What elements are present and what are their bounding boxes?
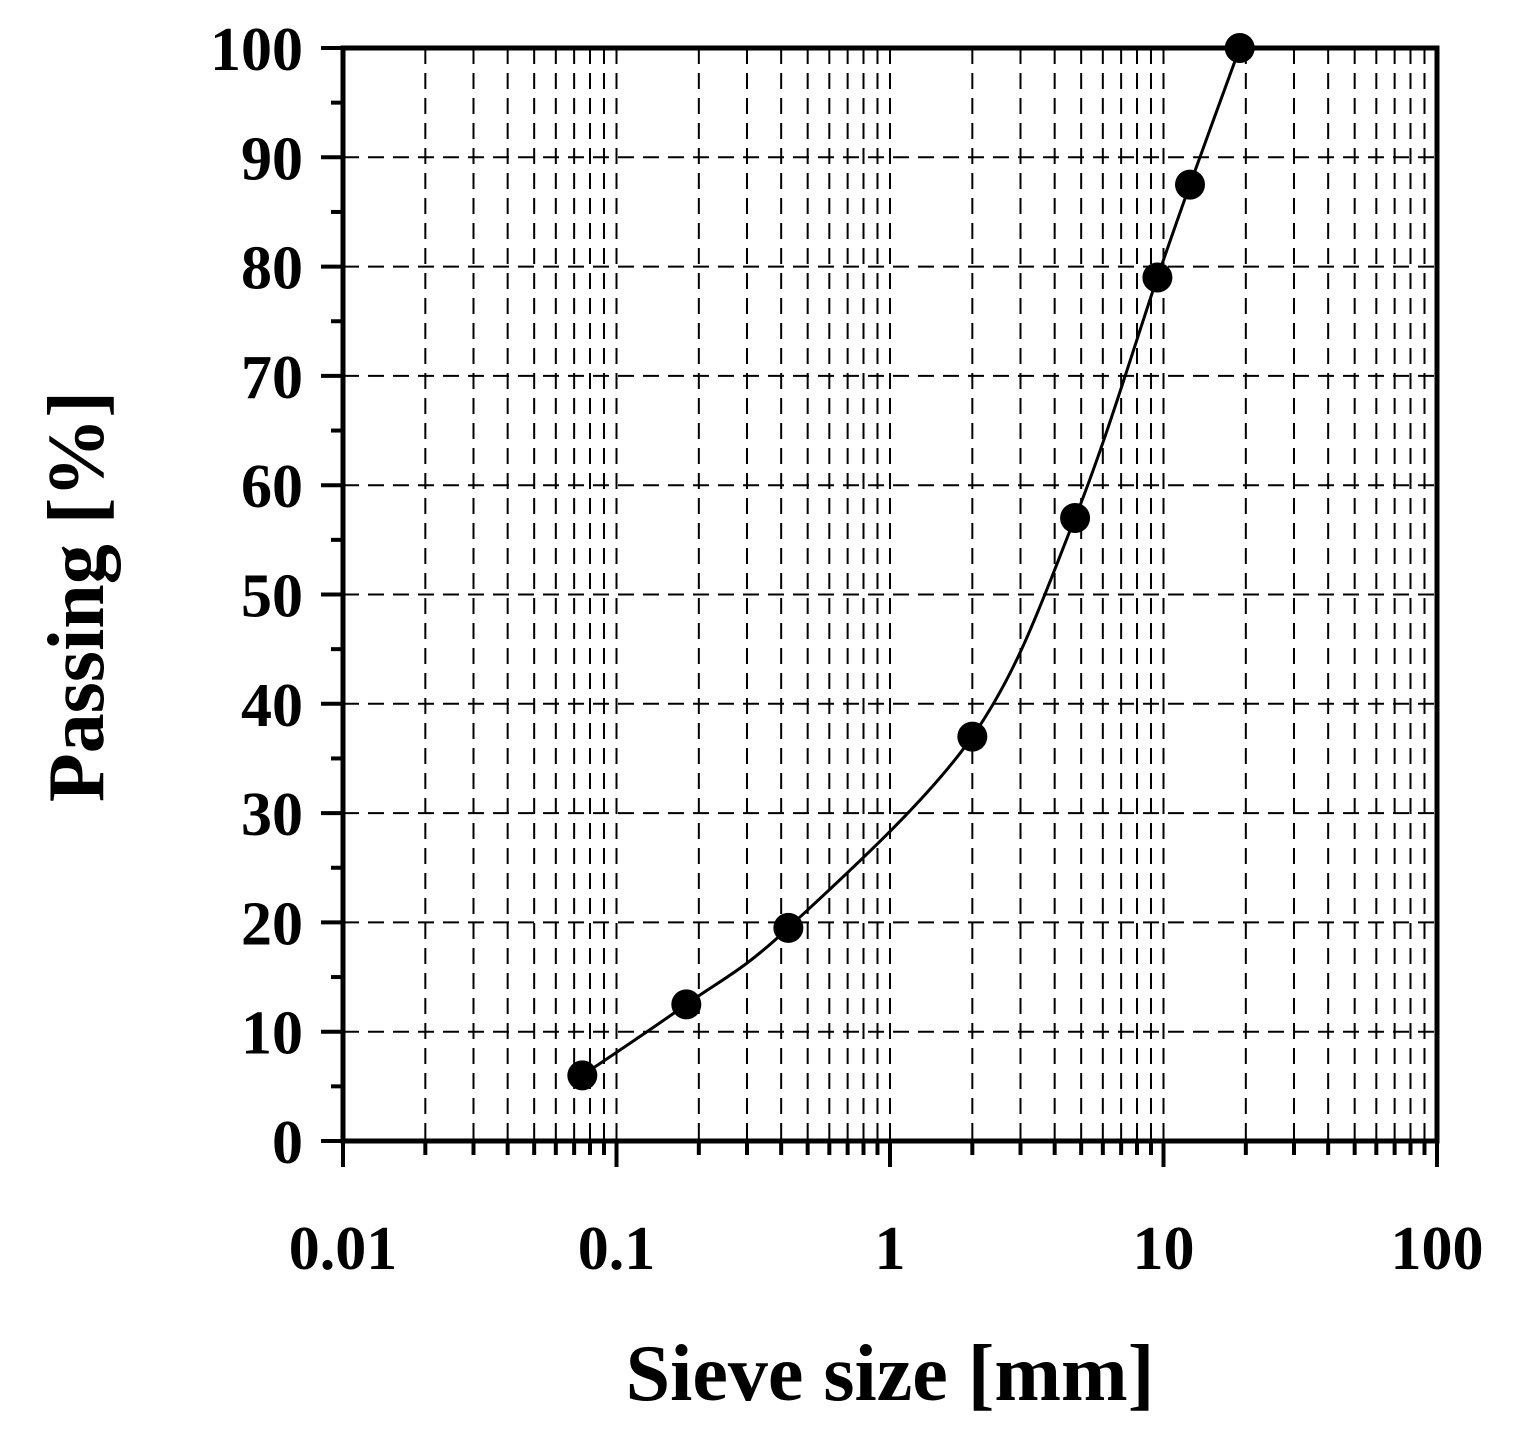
y-tick-label: 20 xyxy=(241,890,303,958)
y-axis-label: Passing [%] xyxy=(33,391,121,802)
data-point xyxy=(1175,169,1206,200)
x-tick-label: 1 xyxy=(875,1215,906,1283)
series-layer xyxy=(567,33,1255,1091)
y-tick-label: 70 xyxy=(241,344,303,412)
y-tick-label: 60 xyxy=(241,453,303,521)
plot-frame xyxy=(340,45,1440,1144)
y-tick-label: 90 xyxy=(241,125,303,193)
y-tick-label: 50 xyxy=(241,563,303,631)
data-point xyxy=(957,721,988,752)
data-point xyxy=(1060,502,1091,533)
x-tick-label: 0.01 xyxy=(289,1215,398,1283)
x-tick-labels: 0.01 0.1 1 10 100 xyxy=(289,1215,1484,1283)
x-tick-label: 0.1 xyxy=(578,1215,656,1283)
axis-ticks xyxy=(321,46,1439,1167)
y-tick-label: 80 xyxy=(241,235,303,303)
grid xyxy=(343,48,1437,1141)
data-point xyxy=(773,912,804,943)
y-tick-labels: 0 10 20 30 40 50 60 70 80 90 100 xyxy=(210,16,303,1177)
data-point xyxy=(567,1060,598,1091)
x-axis-label: Sieve size [mm] xyxy=(626,1330,1155,1418)
x-tick-label: 10 xyxy=(1133,1215,1195,1283)
y-tick-label: 0 xyxy=(272,1109,303,1177)
series-line xyxy=(581,47,1242,1077)
y-tick-label: 10 xyxy=(241,1000,303,1068)
y-tick-label: 30 xyxy=(241,781,303,849)
data-point xyxy=(671,989,702,1020)
data-point xyxy=(1224,33,1255,63)
x-tick-label: 100 xyxy=(1391,1215,1484,1283)
y-tick-label: 100 xyxy=(210,16,303,84)
data-point xyxy=(1142,262,1173,293)
y-tick-label: 40 xyxy=(241,672,303,740)
